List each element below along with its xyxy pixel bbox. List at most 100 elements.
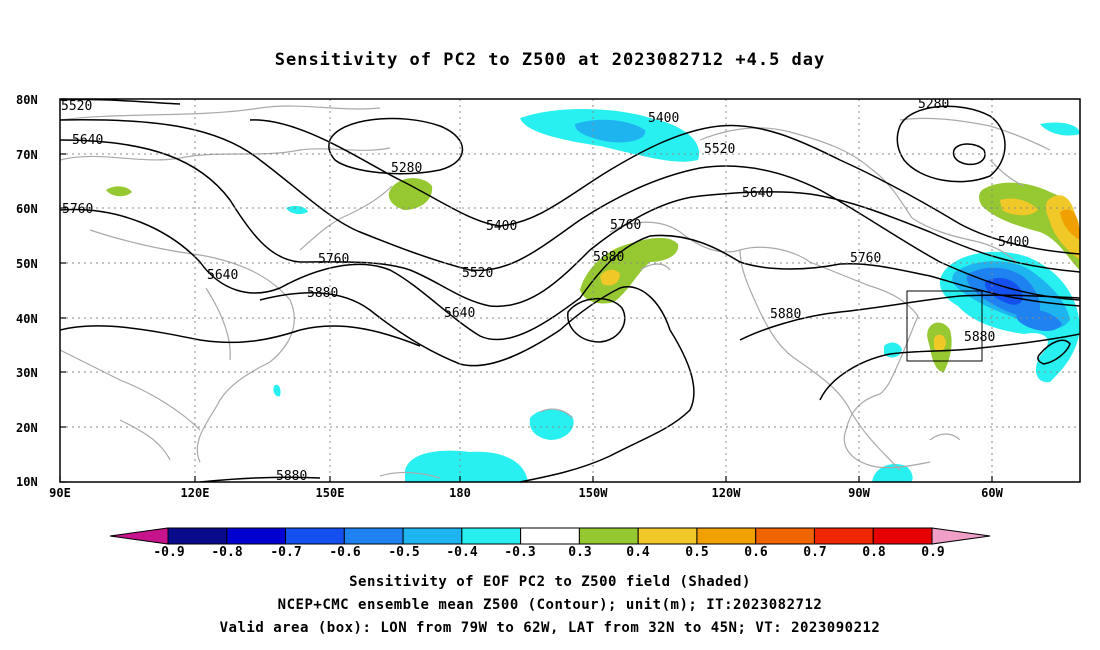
colorbar-label: 0.7 — [803, 545, 826, 560]
contour-label: 5400 — [998, 235, 1029, 250]
contour-5520 — [60, 119, 1080, 301]
lat-label: 60N — [16, 202, 38, 216]
contour-low-ring — [328, 117, 464, 175]
coastlines — [60, 105, 1051, 479]
pos-sensitivity-area — [106, 186, 132, 197]
pos-sensitivity-area — [1000, 198, 1038, 216]
contour-label: 5520 — [704, 142, 735, 157]
contour-label: 5880 — [307, 286, 338, 301]
lat-label: 20N — [16, 421, 38, 435]
colorbar-label: -0.5 — [388, 545, 419, 560]
colorbar-label: -0.3 — [504, 545, 535, 560]
lon-label: 180 — [449, 486, 471, 500]
contour-5880b — [60, 325, 421, 347]
colorbar-cell — [637, 527, 698, 545]
contour-label: 5760 — [850, 251, 881, 266]
colorbar-label: 0.6 — [744, 545, 768, 560]
lon-label: 90E — [49, 486, 71, 500]
colorbar-high-arrow — [931, 527, 991, 545]
contour-labels: 5520 5640 5760 5640 5280 5400 5520 5400 … — [61, 97, 1029, 484]
contour-high-ring-b — [1037, 339, 1071, 365]
contour-label: 5760 — [318, 252, 349, 267]
x-axis-labels: 90E 120E 150E 180 150W 120W 90W 60W — [49, 486, 1003, 500]
colorbar-label: -0.9 — [153, 545, 184, 560]
lat-label: 80N — [16, 93, 38, 107]
contour-label: 5880 — [276, 469, 307, 484]
colorbar-cell — [343, 527, 404, 545]
footer-line-2: NCEP+CMC ensemble mean Z500 (Contour); u… — [277, 597, 823, 613]
colorbar-label: -0.6 — [329, 545, 360, 560]
contour-label: 5400 — [648, 111, 679, 126]
contour-label: 5760 — [62, 202, 93, 217]
neg-sensitivity-area — [405, 450, 528, 482]
grid-lines — [60, 99, 1080, 482]
lat-label: 10N — [16, 475, 38, 489]
neg-sensitivity-area — [286, 205, 308, 215]
colorbar — [109, 527, 991, 545]
contour-label: 5880 — [964, 330, 995, 345]
colorbar-label: 0.5 — [685, 545, 708, 560]
colorbar-cell — [285, 527, 345, 545]
colorbar-cell — [872, 527, 933, 545]
colorbar-cell — [813, 527, 874, 545]
contour-low-ring-c — [952, 143, 986, 166]
contour-label: 5640 — [444, 306, 475, 321]
colorbar-label: 0.8 — [862, 545, 886, 560]
lon-label: 60W — [981, 486, 1003, 500]
colorbar-cell — [402, 527, 463, 545]
lon-label: 120W — [712, 486, 742, 500]
contour-5760 — [60, 208, 1080, 341]
lat-label: 30N — [16, 366, 38, 380]
contour-5880 — [259, 286, 695, 482]
lat-label: 50N — [16, 257, 38, 271]
neg-sensitivity-area — [273, 384, 281, 397]
pos-sensitivity-area — [580, 237, 679, 304]
colorbar-labels: -0.9 -0.8 -0.7 -0.6 -0.5 -0.4 -0.3 0.3 0… — [153, 545, 944, 560]
colorbar-label: -0.7 — [270, 545, 301, 560]
lon-label: 90W — [848, 486, 870, 500]
neg-sensitivity-area — [872, 463, 913, 482]
neg-sensitivity-area — [1040, 122, 1080, 136]
pos-sensitivity-area — [1060, 209, 1080, 240]
page-title: Sensitivity of PC2 to Z500 at 2023082712… — [274, 50, 826, 70]
contour-low-ring-b — [896, 105, 1006, 183]
contour-label: 5520 — [61, 99, 92, 114]
pos-sensitivity-area — [600, 269, 620, 286]
axis-ticks — [59, 98, 993, 483]
contour-label: 5280 — [391, 161, 422, 176]
footer-line-3: Valid area (box): LON from 79W to 62W, L… — [219, 620, 881, 636]
lon-label: 150E — [316, 486, 345, 500]
colorbar-label: -0.8 — [211, 545, 242, 560]
neg-sensitivity-area — [529, 409, 574, 440]
contour-label: 5640 — [742, 186, 773, 201]
contour-label: 5760 — [610, 218, 641, 233]
contour-5880d — [819, 333, 1080, 401]
colorbar-cell — [696, 527, 757, 545]
contour-label: 5880 — [593, 250, 624, 265]
colorbar-cell — [167, 527, 228, 545]
colorbar-label: 0.9 — [921, 545, 944, 560]
colorbar-label: 0.3 — [568, 545, 591, 560]
plot-frame — [59, 98, 1081, 483]
contour-5880c — [739, 294, 1080, 341]
colorbar-cell — [755, 527, 815, 545]
colorbar-cell — [578, 527, 639, 545]
colorbar-low-arrow — [109, 527, 169, 545]
y-axis-labels: 80N 70N 60N 50N 40N 30N 20N 10N — [16, 93, 38, 489]
lon-label: 150W — [579, 486, 609, 500]
pos-sensitivity-area — [388, 178, 433, 210]
contour-high-ring — [567, 297, 626, 343]
contour-label: 5520 — [462, 266, 493, 281]
contour-label: 5640 — [207, 268, 238, 283]
lat-label: 40N — [16, 312, 38, 326]
pos-sensitivity-area — [934, 334, 946, 352]
contour-label: 5640 — [72, 133, 103, 148]
contour-5400 — [249, 119, 1080, 255]
neg-sensitivity-area — [1016, 309, 1062, 331]
contour-label: 5280 — [918, 97, 949, 112]
colorbar-label: 0.4 — [626, 545, 650, 560]
colorbar-cell — [226, 527, 287, 545]
z500-contours — [60, 99, 1080, 482]
footer-line-1: Sensitivity of EOF PC2 to Z500 field (Sh… — [349, 574, 751, 590]
